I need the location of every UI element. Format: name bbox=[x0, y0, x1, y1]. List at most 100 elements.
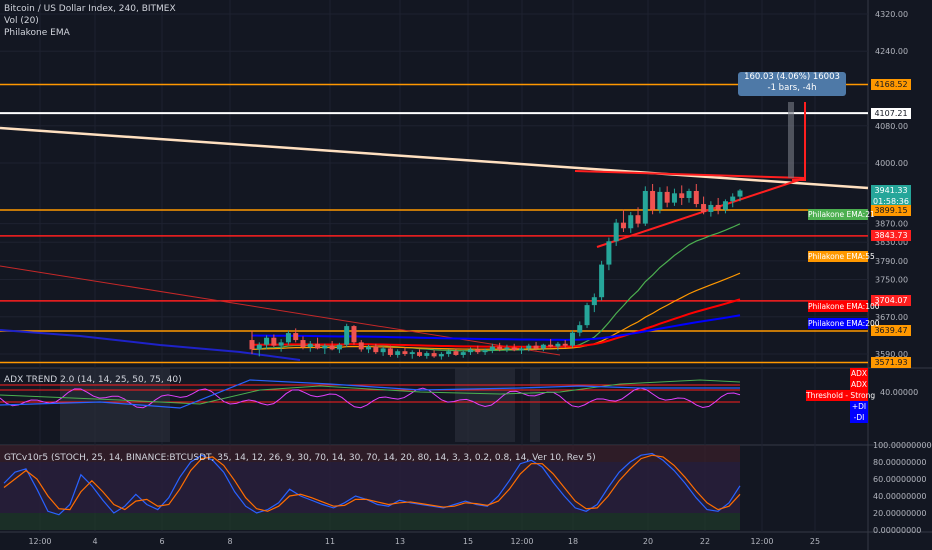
candle-body bbox=[315, 343, 321, 349]
ema-tag: Philakone EMA:200 bbox=[808, 318, 880, 329]
time-tick-label: 12:00 bbox=[510, 537, 533, 546]
candle-body bbox=[264, 337, 270, 345]
adx-shade-block bbox=[60, 368, 170, 442]
candle-body bbox=[285, 333, 291, 343]
time-tick-label: 15 bbox=[463, 537, 473, 546]
candle-body bbox=[387, 348, 393, 355]
time-tick-label: 12:00 bbox=[28, 537, 51, 546]
stoch-k-line bbox=[3, 452, 741, 516]
candle-body bbox=[671, 193, 677, 203]
adx-shading bbox=[0, 368, 740, 530]
price-axis-bg bbox=[868, 0, 932, 550]
candle-body bbox=[599, 264, 605, 298]
ema-line-200 bbox=[251, 314, 741, 341]
candle-body bbox=[489, 346, 495, 351]
price-tag: 3899.15 bbox=[871, 204, 911, 216]
ema-indicator-label[interactable]: Philakone EMA bbox=[4, 28, 70, 38]
adx-panel-title[interactable]: ADX TREND 2.0 (14, 14, 25, 50, 75, 40) bbox=[4, 375, 182, 385]
ema-lines bbox=[0, 223, 741, 361]
candle-body bbox=[249, 340, 255, 350]
candle-body bbox=[613, 222, 619, 242]
candle-body bbox=[482, 350, 488, 353]
price-tick-label: 4320.00 bbox=[875, 10, 908, 19]
price-tick-label: 3590.00 bbox=[875, 350, 908, 359]
candle-body bbox=[562, 343, 568, 346]
candle-body bbox=[701, 204, 707, 212]
horizontal-levels bbox=[0, 83, 868, 403]
price-tick-label: 4080.00 bbox=[875, 122, 908, 131]
candles bbox=[249, 184, 743, 360]
price-tick-label: 4240.00 bbox=[875, 47, 908, 56]
candle-body bbox=[635, 215, 641, 224]
stoch-d-line bbox=[3, 454, 741, 512]
time-tick-label: 25 bbox=[810, 537, 820, 546]
vol-indicator-label[interactable]: Vol (20) bbox=[4, 16, 39, 26]
candle-body bbox=[424, 353, 430, 356]
ema-line-21 bbox=[251, 223, 741, 352]
price-tag: 4107.21 bbox=[871, 107, 911, 119]
candle-body bbox=[380, 348, 386, 353]
adx-tick-label: 40.00000 bbox=[880, 388, 918, 397]
candle-body bbox=[664, 191, 670, 203]
candle-body bbox=[540, 344, 546, 349]
price-tick-label: 3870.00 bbox=[875, 220, 908, 229]
candle-body bbox=[351, 326, 357, 343]
candle-body bbox=[417, 352, 423, 356]
adx-plus-di bbox=[0, 379, 741, 405]
candle-body bbox=[577, 325, 583, 333]
ema-200-left bbox=[0, 329, 301, 361]
candle-body bbox=[642, 190, 648, 224]
measure-line-1: 160.03 (4.06%) 16003 bbox=[744, 72, 840, 82]
adx-tag: Threshold - Strong bbox=[806, 390, 876, 401]
candle-body bbox=[336, 344, 342, 350]
time-tick-label: 22 bbox=[700, 537, 710, 546]
candle-body bbox=[300, 340, 306, 348]
candle-body bbox=[606, 241, 612, 265]
candle-body bbox=[446, 351, 452, 355]
ema-tag: Philakone EMA:55 bbox=[808, 251, 875, 262]
candle-body bbox=[497, 346, 503, 350]
measure-tooltip: 160.03 (4.06%) 16003 -1 bars, -4h bbox=[738, 72, 846, 96]
stoch-upper-band bbox=[0, 445, 740, 462]
stoch-panel-title[interactable]: GTCv10r5 (STOCH, 25, 14, BINANCE:BTCUSDT… bbox=[4, 453, 596, 463]
candle-body bbox=[737, 190, 743, 197]
stoch-lines bbox=[3, 452, 741, 516]
white-trendline bbox=[0, 126, 869, 190]
candle-body bbox=[693, 190, 699, 205]
candle-body bbox=[620, 222, 626, 229]
adx-shade-block bbox=[530, 368, 540, 442]
stoch-mid-band bbox=[0, 462, 740, 513]
stoch-tick-label: 20.00000000 bbox=[873, 509, 926, 518]
time-tick-label: 12:00 bbox=[750, 537, 773, 546]
stoch-tick-label: 80.00000000 bbox=[873, 458, 926, 467]
candle-body bbox=[715, 204, 721, 210]
candle-body bbox=[256, 344, 262, 350]
candle-body bbox=[431, 353, 437, 357]
adx-tag: ADX bbox=[850, 368, 868, 379]
candle-body bbox=[453, 351, 459, 355]
candle-body bbox=[358, 342, 364, 350]
adx-minus-di bbox=[0, 387, 741, 409]
stoch-tick-label: 60.00000000 bbox=[873, 475, 926, 484]
price-tag: 3571.93 bbox=[871, 356, 911, 368]
ema-line-55 bbox=[251, 272, 741, 350]
price-tag: 4168.52 bbox=[871, 79, 911, 91]
candle-body bbox=[518, 348, 524, 351]
candle-body bbox=[271, 337, 277, 346]
candle-body bbox=[278, 342, 284, 346]
candle-body bbox=[657, 191, 663, 210]
symbol-title: Bitcoin / US Dollar Index, 240, BITMEX bbox=[4, 4, 176, 14]
candle-body bbox=[526, 345, 532, 349]
triangle-top-line bbox=[574, 170, 806, 179]
candle-body bbox=[307, 343, 313, 348]
price-tag: 3639.47 bbox=[871, 325, 911, 337]
stoch-lower-band bbox=[0, 513, 740, 530]
ema-tag: Philakone EMA:21 bbox=[808, 209, 875, 220]
candle-body bbox=[395, 351, 401, 355]
time-tick-label: 8 bbox=[227, 537, 232, 546]
stoch-tick-label: 100.00000000 bbox=[873, 441, 932, 450]
ema-line-100 bbox=[251, 298, 741, 348]
axes: 12:00 4 6 8 11 13 15 12:00 18 20 22 12:00 25 4320.00 4… bbox=[28, 10, 931, 546]
